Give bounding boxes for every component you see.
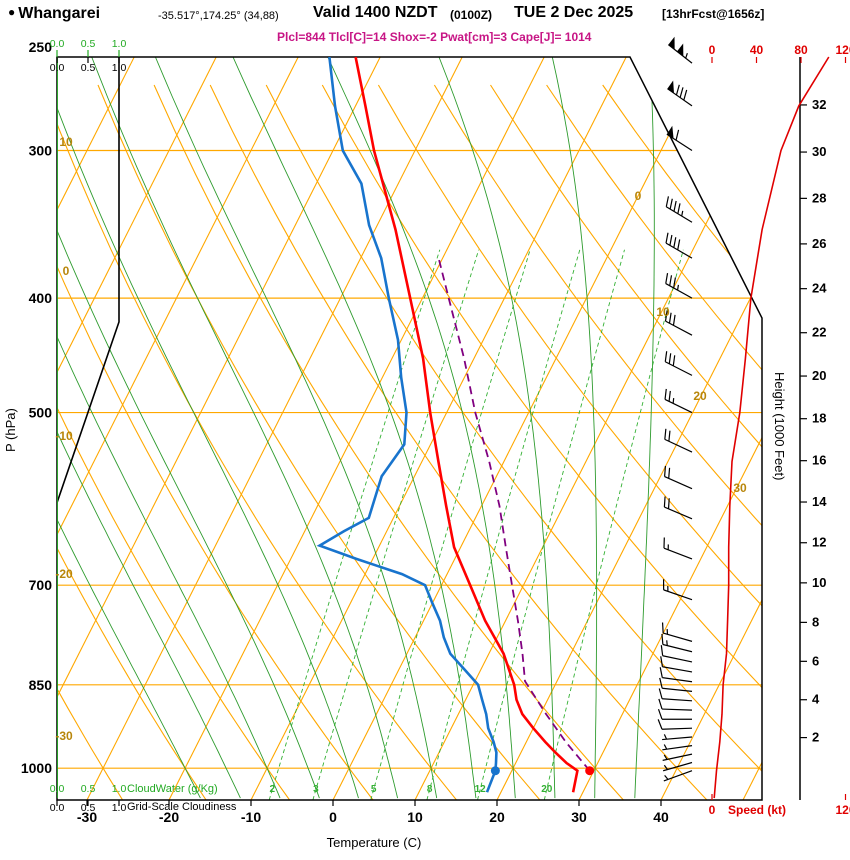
surface-dewpoint-dot: [490, 766, 500, 776]
forecast-tag: [13hrFcst@1656z]: [662, 7, 765, 21]
cloudwater-axis-title: CloudWater (g/Kg): [127, 783, 218, 795]
svg-text:-10: -10: [55, 429, 73, 443]
valid-time-utc: (0100Z): [450, 8, 493, 22]
wind-barbs: [657, 36, 693, 782]
valid-time: Valid 1400 NZDT: [313, 4, 438, 21]
svg-text:5: 5: [371, 784, 377, 795]
svg-text:30: 30: [571, 809, 587, 825]
svg-text:1.0: 1.0: [112, 802, 127, 814]
cloudiness-axis-title: Grid-Scale Cloudiness: [127, 801, 237, 813]
temperature-curve: [354, 57, 579, 793]
svg-text:0.0: 0.0: [50, 783, 65, 795]
svg-text:0: 0: [63, 264, 70, 278]
surface-temperature-dot: [585, 766, 595, 776]
svg-text:10: 10: [407, 809, 423, 825]
svg-text:20: 20: [489, 809, 505, 825]
svg-text:0.0: 0.0: [50, 38, 65, 50]
svg-text:-20: -20: [55, 567, 73, 581]
svg-text:1.0: 1.0: [112, 38, 127, 50]
svg-text:400: 400: [29, 290, 53, 306]
parcel-curve: [437, 257, 591, 772]
svg-text:300: 300: [29, 143, 53, 159]
speed-curve: [713, 56, 830, 799]
grid-line-value-labels: 10 0 -10 -20 -30 0 10 20 30: [55, 135, 747, 743]
svg-text:2: 2: [812, 730, 819, 745]
cloud-scale-labels: 0.0 0.0 0.0 0.0 0.5 0.5 0.5 0.5 1.0 1.0 1.0 1.0: [50, 38, 127, 814]
mixing-ratio-labels: 2 3 5 8 12 20: [270, 784, 553, 795]
svg-text:1.0: 1.0: [112, 783, 127, 795]
svg-text:30: 30: [812, 144, 826, 159]
background-grid: [57, 57, 762, 800]
svg-text:0: 0: [329, 809, 337, 825]
svg-text:10: 10: [59, 135, 73, 149]
svg-text:20: 20: [693, 389, 707, 403]
svg-text:0.5: 0.5: [81, 38, 96, 50]
temperature-tick-labels: -30 -20 -10 0 10 20 30 40: [77, 800, 669, 825]
svg-text:32: 32: [812, 97, 826, 112]
svg-text:0.0: 0.0: [50, 62, 65, 74]
svg-text:500: 500: [29, 405, 53, 421]
svg-text:30: 30: [733, 481, 747, 495]
svg-text:10: 10: [656, 305, 670, 319]
svg-text:0: 0: [709, 803, 716, 817]
sounding-parameters: Plcl=844 Tlcl[C]=14 Shox=-2 Pwat[cm]=3 C…: [277, 30, 592, 44]
station-bullet: ●: [8, 5, 16, 19]
pressure-gridlines: [57, 149, 762, 769]
svg-text:3: 3: [313, 784, 319, 795]
temperature-axis-title: Temperature (C): [326, 835, 422, 850]
svg-text:1.0: 1.0: [112, 62, 127, 74]
station-coords: -35.517°,174.25° (34,88): [158, 10, 279, 22]
svg-text:8: 8: [812, 614, 819, 629]
svg-text:-30: -30: [55, 729, 73, 743]
svg-text:8: 8: [427, 784, 433, 795]
svg-text:120: 120: [835, 803, 850, 817]
svg-text:700: 700: [29, 577, 53, 593]
svg-text:22: 22: [812, 325, 826, 340]
profiles: [57, 57, 591, 799]
svg-text:40: 40: [750, 43, 764, 57]
svg-text:10: 10: [812, 575, 826, 590]
svg-text:12: 12: [475, 784, 487, 795]
svg-text:-30: -30: [77, 809, 97, 825]
svg-text:14: 14: [812, 494, 827, 509]
svg-text:20: 20: [541, 784, 553, 795]
speed-axis-title: Speed (kt): [728, 803, 787, 817]
svg-text:1000: 1000: [21, 760, 52, 776]
svg-text:26: 26: [812, 236, 826, 251]
svg-text:250: 250: [29, 39, 53, 55]
valid-date: TUE 2 Dec 2025: [514, 4, 634, 21]
speed-axis: 0 40 80 120 0 120: [709, 43, 850, 817]
svg-text:120: 120: [835, 43, 850, 57]
svg-text:80: 80: [794, 43, 808, 57]
plot-border: [56, 56, 763, 801]
svg-text:20: 20: [812, 368, 826, 383]
svg-text:16: 16: [812, 453, 826, 468]
svg-text:0.5: 0.5: [81, 783, 96, 795]
svg-text:0: 0: [709, 43, 716, 57]
dewpoint-curve: [316, 57, 498, 793]
svg-text:24: 24: [812, 281, 827, 296]
cloudiness-curve: [57, 57, 120, 799]
station-name: Whangarei: [18, 5, 101, 22]
svg-text:-10: -10: [241, 809, 261, 825]
svg-text:28: 28: [812, 190, 826, 205]
svg-text:6: 6: [812, 653, 819, 668]
svg-text:0.0: 0.0: [50, 802, 65, 814]
svg-text:12: 12: [812, 535, 826, 550]
pressure-tick-labels: 250 300 400 500 700 850 1000: [21, 39, 52, 776]
svg-text:0.5: 0.5: [81, 802, 96, 814]
svg-text:0: 0: [635, 189, 642, 203]
svg-text:850: 850: [29, 677, 53, 693]
svg-text:40: 40: [653, 809, 669, 825]
svg-text:18: 18: [812, 411, 826, 426]
svg-text:-20: -20: [159, 809, 179, 825]
svg-text:2: 2: [270, 784, 276, 795]
svg-text:0.5: 0.5: [81, 62, 96, 74]
moist-adiabat-lines: [57, 57, 655, 799]
station-title: ● Whangarei: [8, 5, 100, 23]
svg-text:4: 4: [812, 692, 820, 707]
